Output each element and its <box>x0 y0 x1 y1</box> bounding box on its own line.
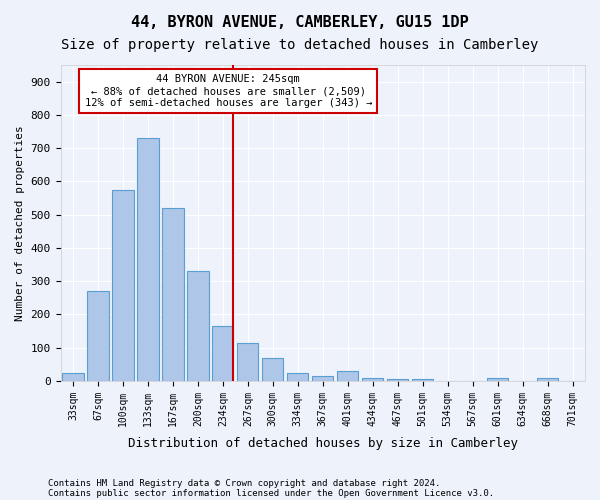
Y-axis label: Number of detached properties: Number of detached properties <box>15 125 25 321</box>
Bar <box>337 371 358 381</box>
X-axis label: Distribution of detached houses by size in Camberley: Distribution of detached houses by size … <box>128 437 518 450</box>
Text: Contains public sector information licensed under the Open Government Licence v3: Contains public sector information licen… <box>48 488 494 498</box>
Bar <box>237 342 259 381</box>
Bar <box>412 380 433 381</box>
Bar <box>487 378 508 381</box>
Text: 44, BYRON AVENUE, CAMBERLEY, GU15 1DP: 44, BYRON AVENUE, CAMBERLEY, GU15 1DP <box>131 15 469 30</box>
Bar <box>537 378 558 381</box>
Bar <box>137 138 158 381</box>
Bar <box>163 208 184 381</box>
Bar <box>262 358 283 381</box>
Bar <box>312 376 334 381</box>
Bar <box>62 372 83 381</box>
Text: Contains HM Land Registry data © Crown copyright and database right 2024.: Contains HM Land Registry data © Crown c… <box>48 478 440 488</box>
Bar <box>212 326 233 381</box>
Bar <box>187 271 209 381</box>
Bar <box>287 372 308 381</box>
Text: 44 BYRON AVENUE: 245sqm
← 88% of detached houses are smaller (2,509)
12% of semi: 44 BYRON AVENUE: 245sqm ← 88% of detache… <box>85 74 372 108</box>
Bar <box>112 190 134 381</box>
Bar <box>387 380 409 381</box>
Text: Size of property relative to detached houses in Camberley: Size of property relative to detached ho… <box>61 38 539 52</box>
Bar <box>88 291 109 381</box>
Bar <box>362 378 383 381</box>
